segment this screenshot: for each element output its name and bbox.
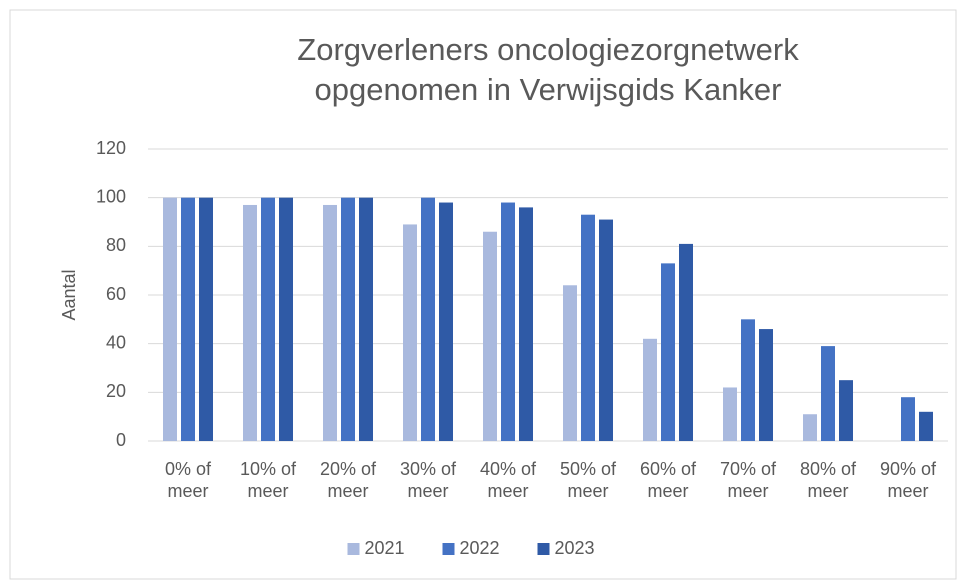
x-tick-label: 30% of meer — [399, 459, 457, 501]
bar — [341, 197, 355, 441]
bar — [679, 243, 693, 441]
bar — [403, 224, 417, 441]
legend-swatch — [347, 543, 360, 555]
bar — [919, 411, 933, 441]
bar — [581, 214, 595, 441]
bar — [661, 263, 675, 441]
legend-swatch — [537, 543, 550, 555]
y-tick-label: 100 — [96, 186, 126, 206]
bar — [741, 319, 755, 441]
y-axis-label: Aantal — [59, 269, 79, 320]
bar — [181, 197, 195, 441]
bar — [759, 329, 773, 441]
chart-border — [9, 9, 957, 580]
bar — [803, 414, 817, 441]
bar — [723, 387, 737, 441]
bar — [359, 197, 373, 441]
bar — [421, 197, 435, 441]
bar — [901, 397, 915, 441]
y-tick-label: 20 — [106, 381, 126, 401]
x-tick-label: 40% of meer — [479, 459, 537, 501]
y-tick-label: 60 — [106, 284, 126, 304]
bar — [519, 207, 533, 441]
bar — [839, 380, 853, 441]
bar — [323, 204, 337, 441]
y-tick-label: 120 — [96, 138, 126, 158]
bar — [643, 338, 657, 441]
x-tick-label: 20% of meer — [319, 459, 377, 501]
legend-label: 2022 — [460, 538, 500, 558]
x-tick-label: 70% of meer — [719, 459, 777, 501]
y-tick-label: 0 — [116, 430, 126, 450]
bar — [563, 285, 577, 441]
bar — [599, 219, 613, 441]
bar — [501, 202, 515, 441]
bar — [261, 197, 275, 441]
bar — [483, 231, 497, 441]
x-tick-label: 50% of meer — [559, 459, 617, 501]
y-tick-label: 80 — [106, 235, 126, 255]
x-tick-label: 10% of meer — [239, 459, 297, 501]
bar — [279, 197, 293, 441]
chart-title: Zorgverleners oncologiezorgnetwerk opgen… — [297, 32, 799, 107]
y-tick-label: 40 — [106, 332, 126, 352]
bar — [439, 202, 453, 441]
x-tick-label: 80% of meer — [799, 459, 857, 501]
legend-label: 2023 — [555, 538, 595, 558]
x-tick-label: 90% of meer — [879, 459, 937, 501]
legend-swatch — [442, 543, 455, 555]
legend-label: 2021 — [365, 538, 405, 558]
x-tick-label: 60% of meer — [639, 459, 697, 501]
bar — [821, 346, 835, 441]
bar — [199, 197, 213, 441]
x-tick-label: 0% of meer — [164, 459, 212, 501]
bar — [163, 197, 177, 441]
bar — [243, 204, 257, 441]
